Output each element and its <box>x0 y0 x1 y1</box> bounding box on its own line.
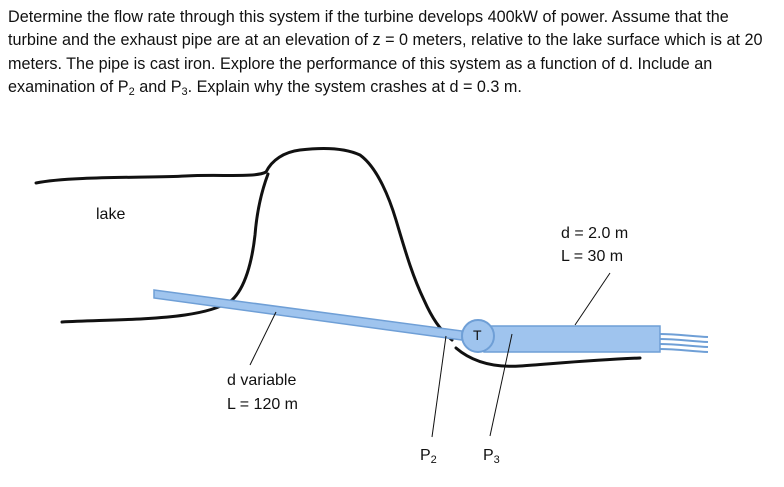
exhaust-pipe <box>483 325 661 353</box>
p2-label-subscript: 2 <box>430 454 437 466</box>
inlet-leader-line <box>249 311 277 366</box>
inlet-diameter-label: d variable <box>227 372 297 389</box>
exhaust-leader-line <box>574 272 611 326</box>
problem-text-2: and P <box>134 78 182 97</box>
p2-label: P2 <box>420 446 437 466</box>
problem-statement: Determine the flow rate through this sys… <box>8 6 778 100</box>
turbine-label: T <box>473 327 482 343</box>
p3-label: P3 <box>483 446 500 466</box>
exhaust-diameter-label: d = 2.0 m <box>561 225 629 242</box>
ground-under-turbine <box>454 346 642 368</box>
turbine <box>461 319 495 353</box>
problem-text-1: Determine the flow rate through this sys… <box>8 8 763 97</box>
p2-subscript: 2 <box>128 86 135 99</box>
mountain-outline <box>34 146 454 342</box>
p3-letter: P <box>483 447 494 464</box>
lake-label: lake <box>96 206 126 223</box>
inlet-pipe <box>153 289 463 341</box>
p2-letter: P <box>420 447 431 464</box>
p3-subscript: 3 <box>181 86 188 99</box>
inlet-length-label: L = 120 m <box>227 396 299 413</box>
p3-label-subscript: 3 <box>493 454 500 466</box>
p3-leader-line <box>489 333 513 437</box>
problem-text-3: . Explain why the system crashes at d = … <box>187 78 522 97</box>
p2-leader-line <box>431 335 447 438</box>
outflow-lines <box>659 333 709 353</box>
exhaust-length-label: L = 30 m <box>561 248 624 265</box>
